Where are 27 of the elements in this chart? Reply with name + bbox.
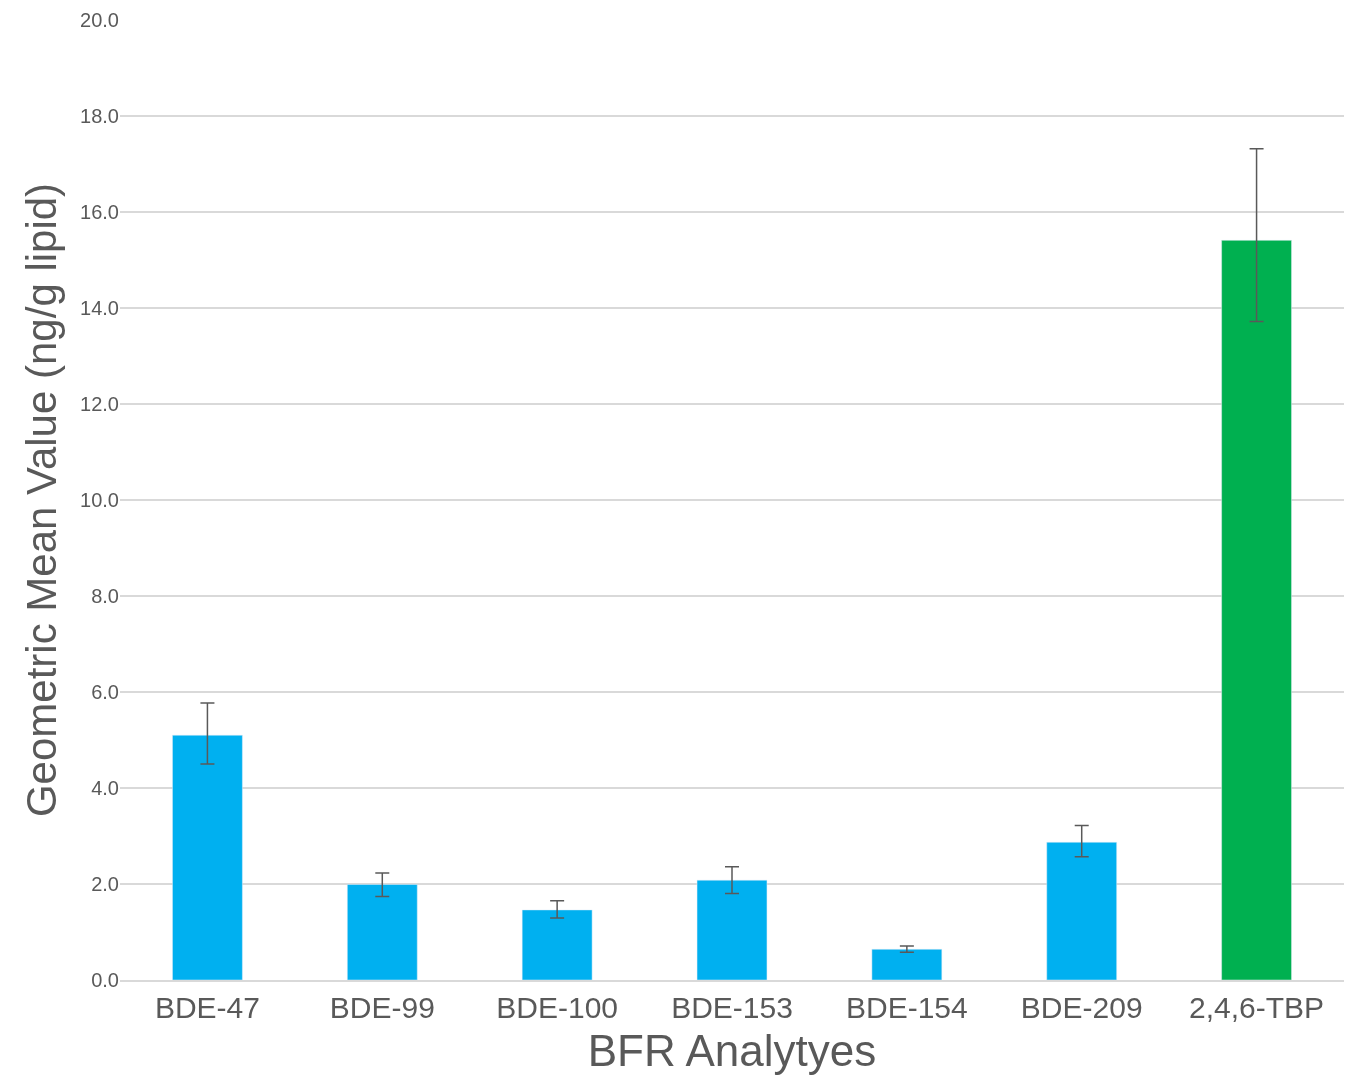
y-tick-label: 12.0 [80, 393, 119, 415]
x-tick-label: BDE-47 [154, 990, 260, 1024]
y-tick-label: 8.0 [91, 585, 119, 607]
bar [1046, 841, 1117, 980]
bar [696, 879, 768, 980]
y-tick-label: 0.0 [91, 969, 119, 991]
x-tick-label: BDE-153 [671, 990, 793, 1024]
x-tick-label: 2,4,6-TBP [1189, 990, 1325, 1024]
bar [521, 909, 593, 980]
x-tick-label: BDE-100 [496, 990, 619, 1024]
bar [172, 734, 243, 980]
bar [1221, 240, 1292, 980]
x-tick-label: BDE-209 [1020, 990, 1143, 1024]
y-tick-label: 14.0 [80, 297, 119, 319]
x-axis-title: BFR Analytyes [587, 1025, 877, 1075]
x-tick-label: BDE-154 [845, 990, 968, 1024]
y-tick-label: 6.0 [91, 681, 119, 703]
x-tick-label: BDE-99 [329, 990, 435, 1024]
bar [871, 949, 943, 980]
bar [347, 884, 418, 980]
y-tick-label: 16.0 [80, 201, 119, 223]
y-tick-label: 18.0 [80, 105, 119, 127]
y-tick-label: 4.0 [91, 777, 119, 799]
y-tick-label: 20.0 [80, 9, 119, 31]
y-tick-label: 10.0 [80, 489, 119, 511]
y-axis-title: Geometric Mean Value (ng/g lipid) [17, 182, 65, 818]
y-tick-label: 2.0 [91, 873, 119, 895]
